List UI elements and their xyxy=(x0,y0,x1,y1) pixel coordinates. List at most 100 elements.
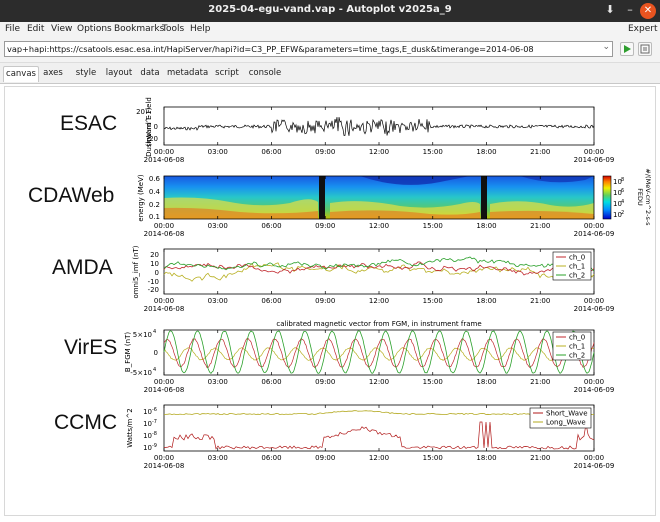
esac-xtick-label: 09:00 xyxy=(315,148,335,156)
cdaweb-xtick-label: 00:00 xyxy=(154,222,174,230)
play-button[interactable] xyxy=(620,42,634,56)
colorbar-title-line2: #/(MeV-cm^2-s-s xyxy=(644,168,652,226)
amda-plot-frame[interactable] xyxy=(163,248,595,295)
esac-ytick-20: 20 xyxy=(136,108,145,116)
chevron-down-icon[interactable]: ⌄ xyxy=(602,42,610,52)
menu-help[interactable]: Help xyxy=(190,24,211,34)
ccmc-legend-short-wave: Short_Wave xyxy=(546,410,588,418)
cdaweb-xtick-label: 12:00 xyxy=(369,222,389,230)
cdaweb-xtick-label: 00:00 xyxy=(584,222,604,230)
ccmc-trace-long-wave xyxy=(164,410,595,416)
amda-xtick-label: 12:00 xyxy=(369,297,389,305)
esac-xtick-label: 06:00 xyxy=(261,148,281,156)
vires-xtick-label: 12:00 xyxy=(369,378,389,386)
cdaweb-xtick-label: 18:00 xyxy=(476,222,496,230)
menu-bar: File Edit View Options Bookmarks Tools H… xyxy=(0,22,660,38)
close-icon[interactable]: ✕ xyxy=(640,3,656,19)
ccmc-time-axis: 00:00 03:00 06:00 09:00 12:00 15:00 18:00 21:00… xyxy=(144,405,614,470)
tab-script[interactable]: script xyxy=(215,68,239,78)
ccmc-xtick-label: 15:00 xyxy=(423,454,443,462)
cdaweb-gap-1 xyxy=(319,176,325,219)
tab-console[interactable]: console xyxy=(248,68,282,78)
vires-ytick-5e4-exp: 4 xyxy=(153,329,156,335)
window-titlebar: 2025-04-egu-vand.vap - Autoplot v2025a_9… xyxy=(0,0,660,22)
amda-xtick-label: 03:00 xyxy=(208,297,228,305)
vires-time-axis: 00:00 03:00 06:00 09:00 12:00 15:00 18:00 21:00… xyxy=(144,330,615,394)
tab-layout[interactable]: layout xyxy=(105,68,133,78)
esac-data-trace xyxy=(163,117,595,136)
amda-ytick-10: 10 xyxy=(150,260,159,268)
esac-end-date: 2014-06-09 xyxy=(574,156,615,164)
colorbar-tick-4: 10 xyxy=(613,200,622,208)
menu-expert[interactable]: Expert xyxy=(628,24,658,34)
window-title: 2025-04-egu-vand.vap - Autoplot v2025a_9 xyxy=(208,4,452,15)
esac-start-date: 2014-06-08 xyxy=(144,156,185,164)
tab-metadata[interactable]: metadata xyxy=(167,68,209,78)
colorbar-tick-exp-8: 8 xyxy=(621,177,624,183)
cdaweb-time-axis: 00:00 03:00 06:00 09:00 12:00 15:00 18:00 21:00… xyxy=(144,176,615,238)
panel-label-esac: ESAC xyxy=(60,112,118,135)
amda-ytick-0: 0 xyxy=(155,269,159,277)
menu-tools[interactable]: Tools xyxy=(162,24,185,34)
amda-legend-ch0: ch_0 xyxy=(569,254,585,262)
cdaweb-xtick-label: 09:00 xyxy=(315,222,335,230)
tab-data[interactable]: data xyxy=(140,68,160,78)
panel-label-cdaweb: CDAWeb xyxy=(28,184,115,207)
menu-bookmarks[interactable]: Bookmarks xyxy=(114,24,165,34)
minimize-icon[interactable]: – xyxy=(627,3,633,16)
esac-xtick-label: 12:00 xyxy=(369,148,389,156)
tab-canvas[interactable]: canvas xyxy=(3,66,39,82)
tab-style[interactable]: style xyxy=(75,68,97,78)
vires-xtick-label: 15:00 xyxy=(423,378,443,386)
cdaweb-end-date: 2014-06-09 xyxy=(574,230,615,238)
esac-xtick-label: 00:00 xyxy=(154,148,174,156)
cdaweb-band-6 xyxy=(490,210,594,219)
ccmc-legend xyxy=(529,407,592,429)
vires-ylabel: B_FGM (nT) xyxy=(124,332,132,372)
ccmc-ytick-1e-9: 10 xyxy=(143,444,152,452)
panel-label-vires: VirES xyxy=(64,336,118,359)
amda-xtick-label: 00:00 xyxy=(154,297,174,305)
tab-bar: canvas axes style layout data metadata s… xyxy=(0,63,660,84)
esac-ytick-0: 0 xyxy=(154,123,158,131)
cdaweb-xtick-label: 15:00 xyxy=(423,222,443,230)
cdaweb-gap-2 xyxy=(481,176,487,219)
esac-time-axis: 00:00 03:00 06:00 09:00 12:00 15:00 18:00 21:00… xyxy=(144,107,615,164)
vires-end-date: 2014-06-09 xyxy=(574,386,615,394)
ccmc-ylabel: Watts/m^2 xyxy=(126,408,134,447)
amda-legend-ch2: ch_2 xyxy=(569,272,585,280)
vires-trace-ch0 xyxy=(163,337,595,369)
vires-ytick-5e4: 5×10 xyxy=(133,331,152,339)
ccmc-xtick-label: 21:00 xyxy=(530,454,550,462)
colorbar-tick-8: 10 xyxy=(613,178,622,186)
amda-legend-ch1: ch_1 xyxy=(569,263,585,271)
colorbar-tick-6: 10 xyxy=(613,189,622,197)
vires-xtick-label: 00:00 xyxy=(584,378,604,386)
colorbar-tick-exp-6: 6 xyxy=(621,188,624,194)
panel-label-ccmc: CCMC xyxy=(54,411,117,434)
cdaweb-xtick-label: 06:00 xyxy=(261,222,281,230)
menu-edit[interactable]: Edit xyxy=(27,24,45,34)
ccmc-trace-short-wave xyxy=(164,421,595,450)
ccmc-xtick-label: 06:00 xyxy=(261,454,281,462)
menu-view[interactable]: View xyxy=(51,24,73,34)
ccmc-xtick-label: 00:00 xyxy=(584,454,604,462)
download-icon[interactable]: ⬇ xyxy=(605,3,615,16)
menu-file[interactable]: File xyxy=(5,24,21,34)
vires-xtick-label: 00:00 xyxy=(154,378,174,386)
bookmark-button[interactable] xyxy=(638,42,652,56)
cdaweb-band-8 xyxy=(520,176,594,183)
address-input[interactable] xyxy=(7,43,597,55)
vires-xtick-label: 21:00 xyxy=(530,378,550,386)
ccmc-xtick-label: 09:00 xyxy=(315,454,335,462)
menu-options[interactable]: Options xyxy=(77,24,112,34)
tab-axes[interactable]: axes xyxy=(43,68,63,78)
plot-canvas[interactable] xyxy=(4,86,656,516)
cdaweb-start-date: 2014-06-08 xyxy=(144,230,185,238)
cdaweb-colorbar[interactable] xyxy=(602,175,612,220)
amda-trace-ch1 xyxy=(163,262,595,282)
vires-plot-title: calibrated magnetic vector from FGM, in … xyxy=(276,320,481,328)
colorbar-tick-2: 10 xyxy=(613,211,622,219)
ccmc-ytick-1e-8: 10 xyxy=(143,432,152,440)
